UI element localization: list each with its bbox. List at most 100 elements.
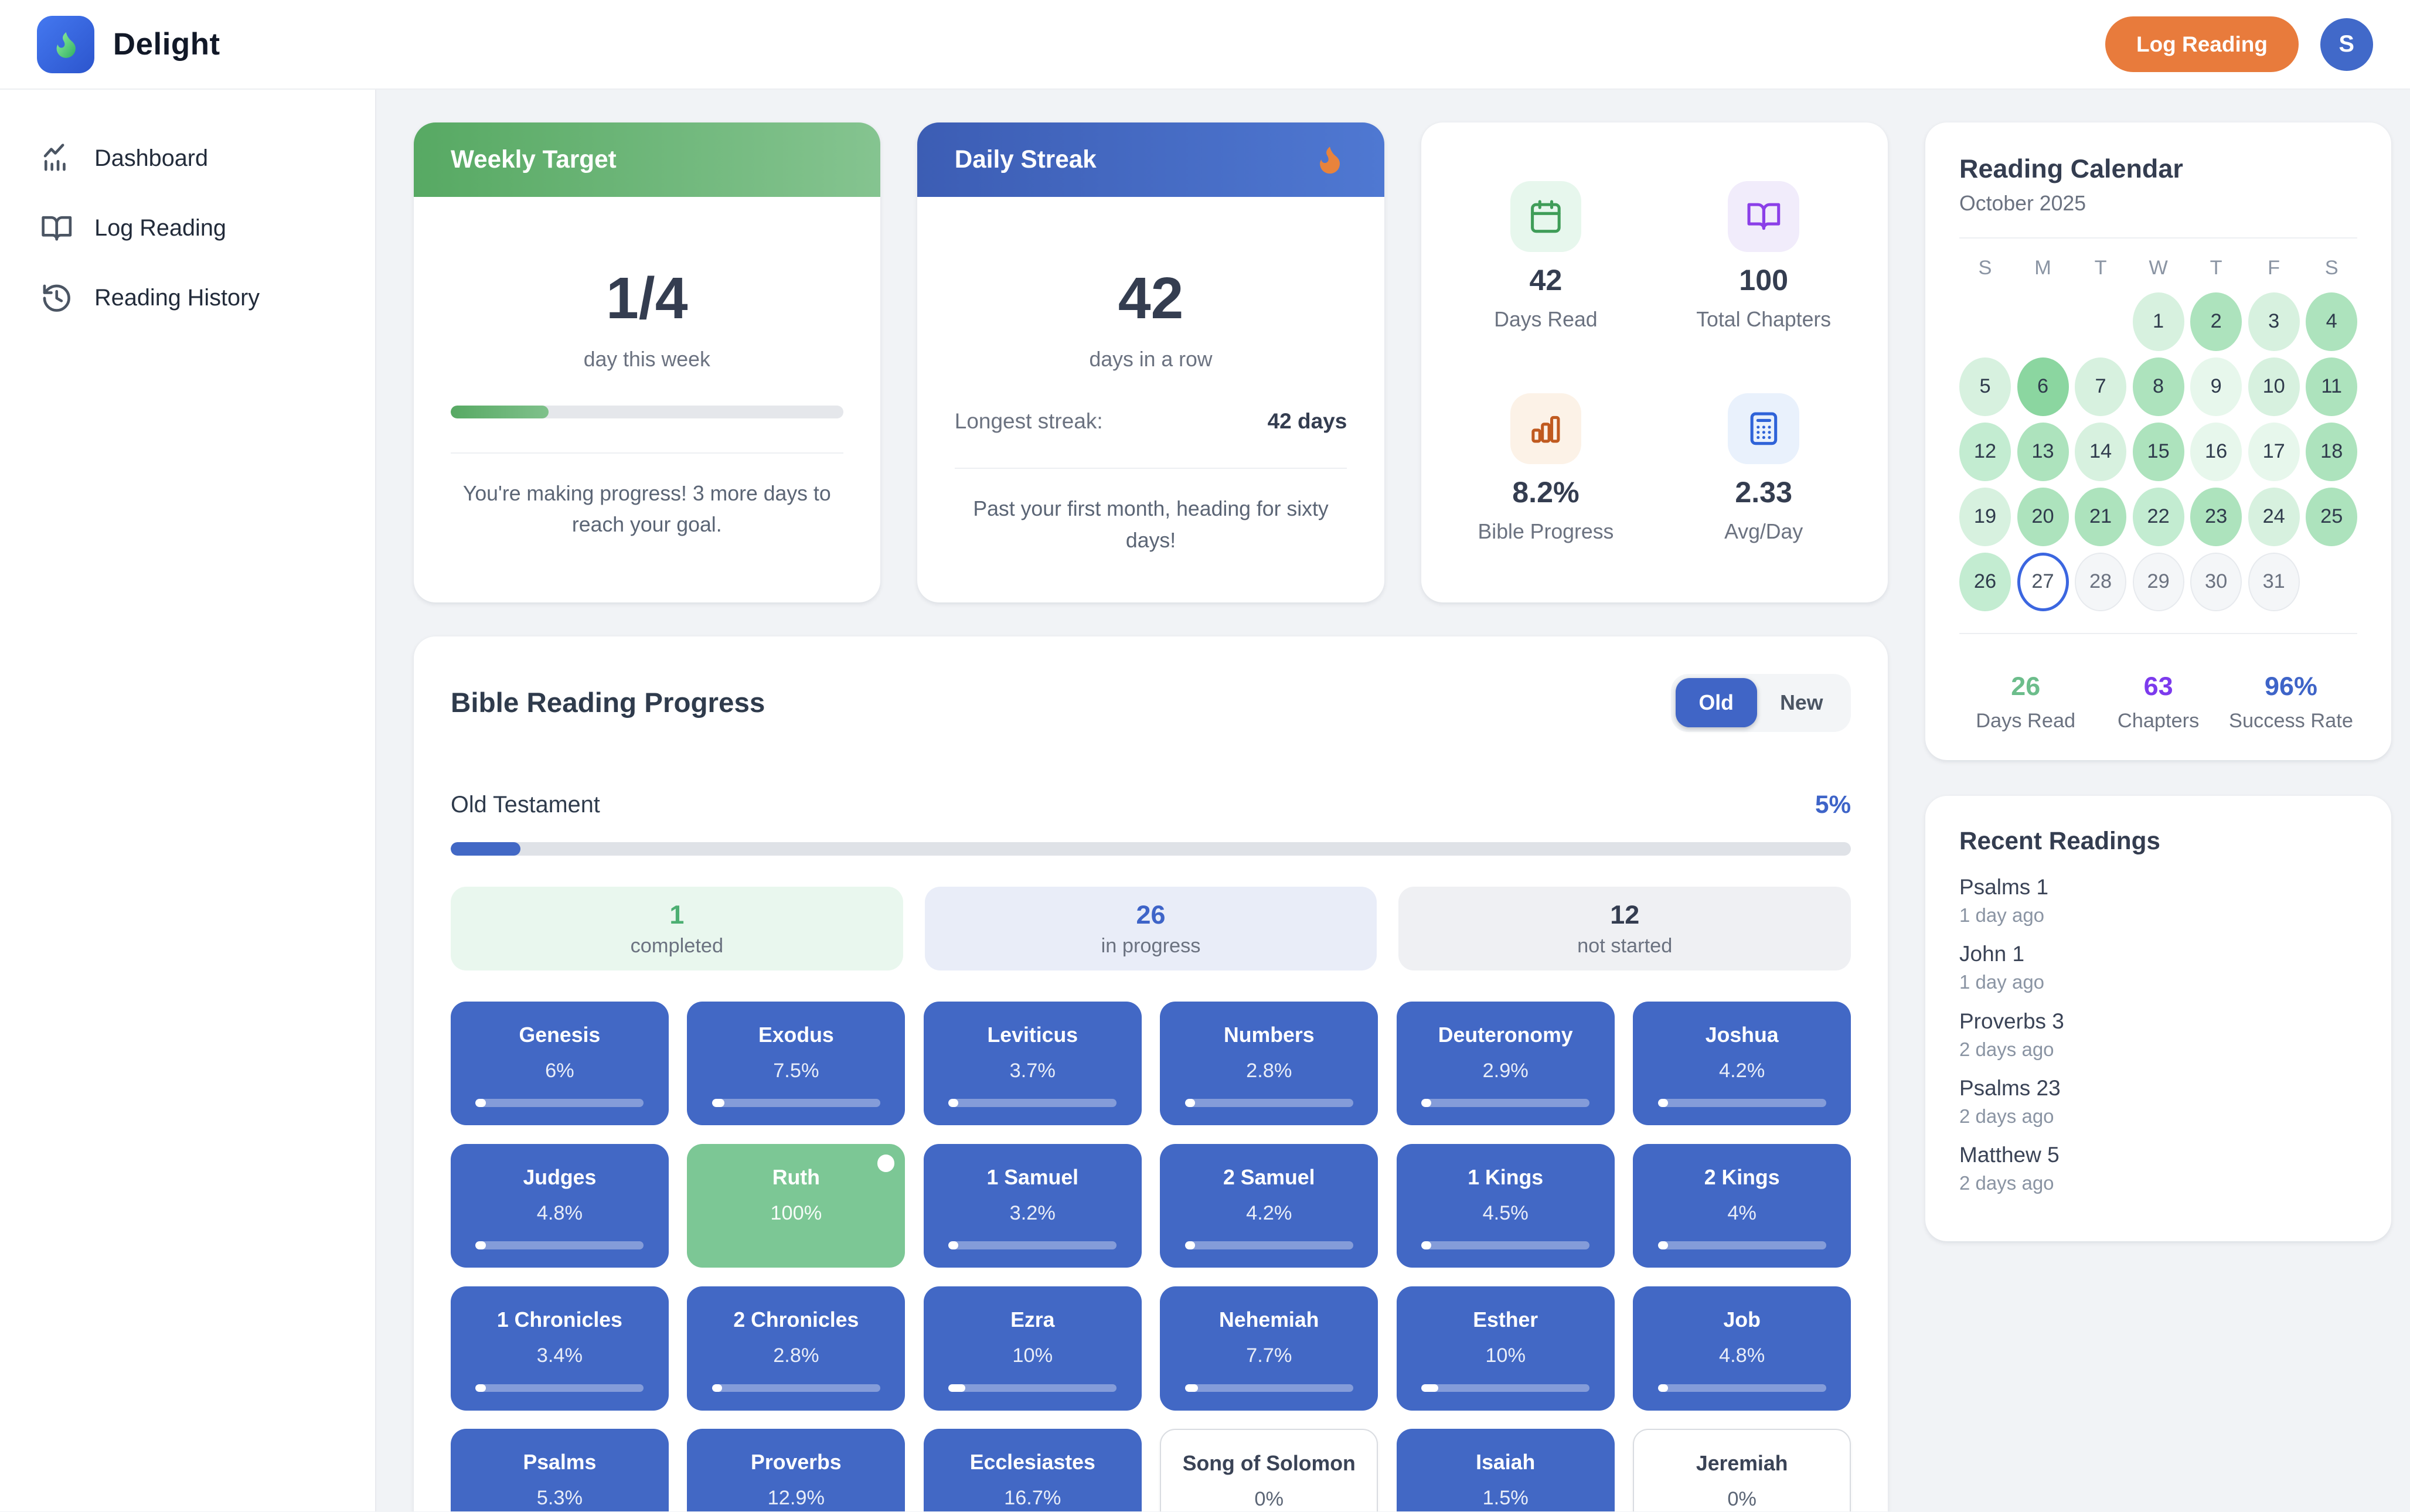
calendar-day-22[interactable]: 22 — [2132, 487, 2184, 546]
calendar-day-15[interactable]: 15 — [2132, 422, 2184, 482]
book-tile-joshua[interactable]: Joshua 4.2% — [1633, 1001, 1851, 1126]
book-progress-fill — [948, 1241, 959, 1249]
book-name: Exodus — [758, 1023, 834, 1047]
book-tile-judges[interactable]: Judges 4.8% — [451, 1143, 669, 1268]
header-actions: Log Reading S — [2105, 16, 2373, 73]
calendar-day-10[interactable]: 10 — [2248, 357, 2300, 417]
calendar-day-5[interactable]: 5 — [1959, 357, 2011, 417]
book-name: Nehemiah — [1219, 1308, 1319, 1332]
calendar-day-4[interactable]: 4 — [2306, 292, 2358, 352]
recent-reading-item[interactable]: Psalms 23 2 days ago — [1959, 1076, 2357, 1128]
book-progress-bar — [948, 1241, 1117, 1249]
stat-label: Bible Progress — [1478, 520, 1614, 544]
book-tile-psalms[interactable]: Psalms 5.3% — [451, 1429, 669, 1512]
recent-readings-list: Psalms 1 1 day ago John 1 1 day ago Proverbs… — [1959, 875, 2357, 1194]
book-percent: 1.5% — [1482, 1487, 1529, 1510]
calendar-day-29[interactable]: 29 — [2132, 552, 2184, 611]
calendar-day-24[interactable]: 24 — [2248, 487, 2300, 546]
log-reading-button[interactable]: Log Reading — [2105, 16, 2299, 73]
bible-progress-card: Bible Reading Progress Old New Old Testa… — [413, 636, 1888, 1512]
calendar-day-30[interactable]: 30 — [2190, 552, 2242, 611]
toggle-old-button[interactable]: Old — [1675, 678, 1757, 727]
book-progress-bar — [1184, 1384, 1353, 1392]
calendar-day-28[interactable]: 28 — [2075, 552, 2127, 611]
book-tile-1-samuel[interactable]: 1 Samuel 3.2% — [923, 1143, 1142, 1268]
reading-reference: Matthew 5 — [1959, 1143, 2060, 1167]
book-tile-deuteronomy[interactable]: Deuteronomy 2.9% — [1396, 1001, 1615, 1126]
book-tile-leviticus[interactable]: Leviticus 3.7% — [923, 1001, 1142, 1126]
calendar-day-23[interactable]: 23 — [2190, 487, 2242, 546]
calendar-day-20[interactable]: 20 — [2017, 487, 2069, 546]
book-percent: 3.4% — [536, 1344, 583, 1367]
book-name: Genesis — [519, 1023, 601, 1047]
book-tile-ezra[interactable]: Ezra 10% — [923, 1286, 1142, 1411]
book-tile-2-kings[interactable]: 2 Kings 4% — [1633, 1143, 1851, 1268]
book-tile-exodus[interactable]: Exodus 7.5% — [687, 1001, 906, 1126]
avatar[interactable]: S — [2320, 18, 2373, 71]
book-tile-job[interactable]: Job 4.8% — [1633, 1286, 1851, 1411]
book-tile-proverbs[interactable]: Proverbs 12.9% — [687, 1429, 906, 1512]
sidebar-item-log-reading[interactable]: Log Reading — [0, 193, 375, 263]
book-tile-nehemiah[interactable]: Nehemiah 7.7% — [1160, 1286, 1378, 1411]
book-tile-jeremiah[interactable]: Jeremiah 0% — [1633, 1429, 1851, 1512]
weekly-target-card: Weekly Target 1/4 day this week You're m… — [413, 122, 880, 602]
book-progress-bar — [948, 1099, 1117, 1107]
calendar-day-7[interactable]: 7 — [2075, 357, 2127, 417]
calendar-day-17[interactable]: 17 — [2248, 422, 2300, 482]
calendar-day-8[interactable]: 8 — [2132, 357, 2184, 417]
recent-reading-item[interactable]: Psalms 1 1 day ago — [1959, 875, 2357, 927]
calendar-day-1[interactable]: 1 — [2132, 292, 2184, 352]
calendar-day-21[interactable]: 21 — [2075, 487, 2127, 546]
calendar-day-2[interactable]: 2 — [2190, 292, 2242, 352]
reading-time-ago: 1 day ago — [1959, 904, 2045, 927]
book-tile-2-samuel[interactable]: 2 Samuel 4.2% — [1160, 1143, 1378, 1268]
book-percent: 3.7% — [1009, 1060, 1056, 1082]
stat-value: 8.2% — [1512, 475, 1580, 509]
calendar-day-26[interactable]: 26 — [1959, 552, 2011, 611]
calendar-day-3[interactable]: 3 — [2248, 292, 2300, 352]
book-name: 2 Chronicles — [733, 1308, 859, 1332]
calendar-day-18[interactable]: 18 — [2306, 422, 2358, 482]
calendar-day-11[interactable]: 11 — [2306, 357, 2358, 417]
recent-reading-item[interactable]: Matthew 5 2 days ago — [1959, 1143, 2357, 1194]
book-progress-fill — [948, 1384, 965, 1392]
calendar-day-25[interactable]: 25 — [2306, 487, 2358, 546]
book-tile-ruth[interactable]: Ruth 100% — [687, 1143, 906, 1268]
calendar-day-13[interactable]: 13 — [2017, 422, 2069, 482]
book-tile-esther[interactable]: Esther 10% — [1396, 1286, 1615, 1411]
testament-label: Old Testament — [451, 791, 600, 818]
weekly-progress-fill — [451, 406, 549, 418]
book-progress-bar — [948, 1384, 1117, 1392]
calendar-day-31[interactable]: 31 — [2248, 552, 2300, 611]
book-name: Jeremiah — [1696, 1452, 1788, 1476]
book-tile-1-chronicles[interactable]: 1 Chronicles 3.4% — [451, 1286, 669, 1411]
book-name: Isaiah — [1476, 1450, 1536, 1474]
calendar-day-27[interactable]: 27 — [2017, 552, 2069, 611]
calendar-day-6[interactable]: 6 — [2017, 357, 2069, 417]
calendar-day-9[interactable]: 9 — [2190, 357, 2242, 417]
book-tile-numbers[interactable]: Numbers 2.8% — [1160, 1001, 1378, 1126]
toggle-new-button[interactable]: New — [1757, 678, 1847, 727]
book-name: Joshua — [1705, 1023, 1779, 1047]
calendar-day-16[interactable]: 16 — [2190, 422, 2242, 482]
weekly-target-message: You're making progress! 3 more days to r… — [462, 481, 831, 537]
calendar-grid: 1 2 3 4 5 6 7 8 9 10 11 12 13 14 15 16 17 18 19 20 21 22 23 24 2… — [1959, 292, 2358, 611]
book-tile-isaiah[interactable]: Isaiah 1.5% — [1396, 1429, 1615, 1512]
sidebar-item-reading-history[interactable]: Reading History — [0, 263, 375, 333]
book-percent: 7.7% — [1246, 1344, 1292, 1367]
sidebar-item-dashboard[interactable]: Dashboard — [0, 124, 375, 193]
recent-reading-item[interactable]: Proverbs 3 2 days ago — [1959, 1009, 2357, 1061]
book-tile-song-of-solomon[interactable]: Song of Solomon 0% — [1160, 1429, 1378, 1512]
book-tile-1-kings[interactable]: 1 Kings 4.5% — [1396, 1143, 1615, 1268]
reading-reference: Psalms 1 — [1959, 875, 2049, 900]
calendar-day-14[interactable]: 14 — [2075, 422, 2127, 482]
sidebar-item-label: Dashboard — [94, 145, 209, 172]
book-progress-bar — [1184, 1241, 1353, 1249]
recent-reading-item[interactable]: John 1 1 day ago — [1959, 942, 2357, 993]
book-tile-genesis[interactable]: Genesis 6% — [451, 1001, 669, 1126]
calendar-stat-label: Days Read — [1976, 709, 2076, 732]
calendar-day-19[interactable]: 19 — [1959, 487, 2011, 546]
book-tile-ecclesiastes[interactable]: Ecclesiastes 16.7% — [923, 1429, 1142, 1512]
calendar-day-12[interactable]: 12 — [1959, 422, 2011, 482]
book-tile-2-chronicles[interactable]: 2 Chronicles 2.8% — [687, 1286, 906, 1411]
